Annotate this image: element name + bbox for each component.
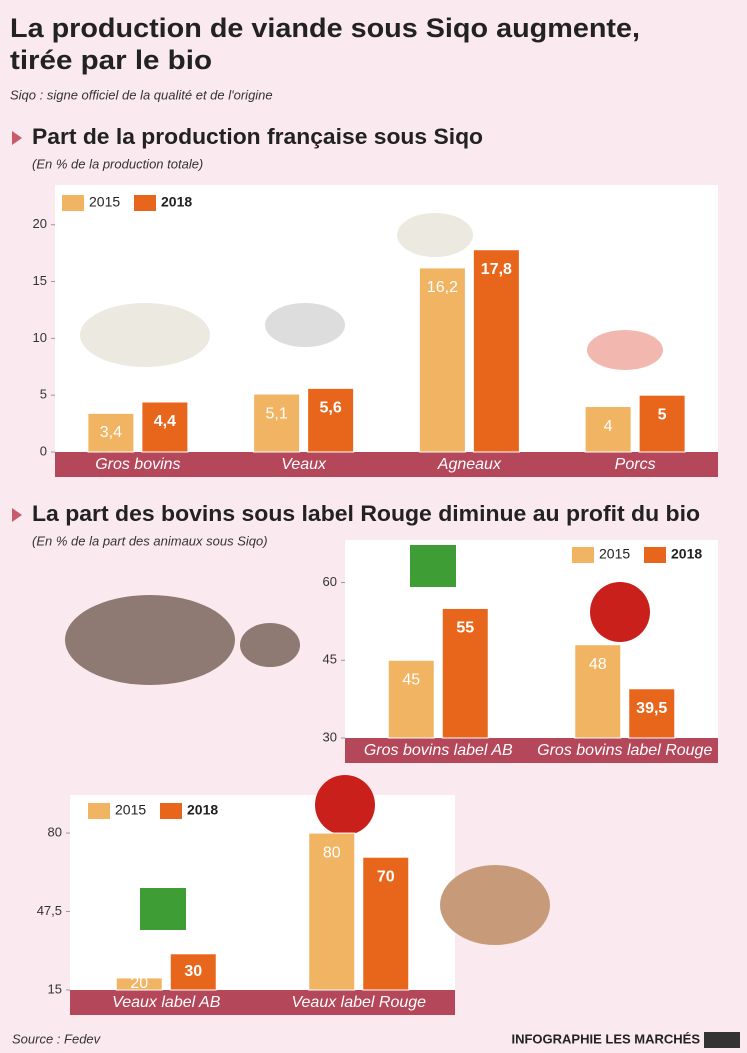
x-tick-label: Agneaux	[437, 456, 502, 473]
ab-logo	[140, 888, 186, 930]
x-tick-label: Gros bovins label Rouge	[537, 742, 712, 759]
bar	[584, 406, 632, 453]
y-tick-label: 80	[48, 825, 62, 840]
legend-swatch	[572, 547, 594, 563]
pig-illustration	[587, 330, 663, 370]
legend-label: 2018	[671, 546, 702, 562]
bar	[115, 977, 163, 991]
y-tick-label: 10	[33, 330, 47, 345]
calf-illustration	[440, 865, 550, 945]
value-label: 3,4	[100, 424, 122, 441]
y-tick-label: 30	[323, 729, 337, 744]
x-tick-label: Porcs	[615, 456, 656, 473]
y-tick-label: 20	[33, 216, 47, 231]
x-tick-label: Gros bovins label AB	[364, 742, 513, 759]
y-tick-label: 0	[40, 443, 47, 458]
legend-swatch	[62, 195, 84, 211]
category-band	[70, 990, 455, 1015]
brand-logo	[704, 1032, 740, 1048]
value-label: 16,2	[427, 279, 458, 296]
legend-swatch	[160, 803, 182, 819]
bullet	[12, 131, 22, 145]
value-label: 45	[402, 671, 420, 688]
value-label: 39,5	[636, 700, 667, 717]
y-tick-label: 45	[323, 652, 337, 667]
bar	[638, 394, 686, 453]
bar	[472, 249, 520, 453]
value-label: 4	[604, 418, 613, 435]
calf-illustration	[265, 303, 345, 347]
section-subtitle: (En % de la part des animaux sous Siqo)	[32, 533, 268, 548]
y-tick-label: 15	[33, 273, 47, 288]
legend-label: 2015	[115, 802, 146, 818]
sheep-illustration	[397, 213, 473, 257]
section-title: La part des bovins sous label Rouge dimi…	[32, 501, 700, 526]
label-rouge-logo	[590, 582, 650, 642]
value-label: 17,8	[481, 261, 512, 278]
bar	[387, 659, 435, 739]
value-label: 5	[658, 406, 667, 423]
legend-swatch	[134, 195, 156, 211]
bar	[307, 387, 355, 453]
cow-illustration	[80, 303, 210, 367]
value-label: 80	[323, 844, 341, 861]
value-label: 30	[184, 963, 202, 980]
y-tick-label: 15	[48, 981, 62, 996]
title-line: tirée par le bio	[10, 45, 212, 75]
value-label: 5,1	[266, 405, 288, 422]
legend-swatch	[644, 547, 666, 563]
bar	[441, 607, 489, 739]
ab-logo	[410, 545, 456, 587]
title-line: La production de viande sous Siqo augmen…	[10, 13, 640, 43]
value-label: 4,4	[154, 413, 176, 430]
legend-label: 2015	[89, 194, 120, 210]
label-rouge-logo	[315, 775, 375, 835]
source: Source : Fedev	[12, 1031, 102, 1046]
value-label: 55	[456, 620, 474, 637]
credit: INFOGRAPHIE LES MARCHÉS	[511, 1031, 700, 1046]
category-band	[345, 738, 718, 763]
y-tick-label: 60	[323, 574, 337, 589]
bar	[362, 856, 410, 991]
bar	[169, 953, 217, 991]
value-label: 70	[377, 868, 395, 885]
x-tick-label: Veaux label Rouge	[291, 994, 426, 1011]
legend-label: 2018	[161, 194, 192, 210]
subtitle: Siqo : signe officiel de la qualité et d…	[10, 87, 273, 102]
bar	[628, 688, 676, 739]
x-tick-label: Gros bovins	[95, 456, 180, 473]
y-tick-label: 5	[40, 387, 47, 402]
bar	[308, 832, 356, 991]
value-label: 5,6	[320, 400, 342, 417]
bar	[87, 412, 135, 453]
y-tick-label: 47,5	[37, 903, 62, 918]
x-tick-label: Veaux label AB	[112, 994, 221, 1011]
section-title: Part de la production française sous Siq…	[32, 124, 483, 149]
cow-illustration	[240, 623, 300, 667]
legend-swatch	[88, 803, 110, 819]
bar	[141, 401, 189, 453]
category-band	[55, 452, 718, 477]
section-subtitle: (En % de la production totale)	[32, 156, 203, 171]
legend-label: 2018	[187, 802, 218, 818]
x-tick-label: Veaux	[281, 456, 327, 473]
value-label: 20	[130, 975, 148, 992]
cow-illustration	[65, 595, 235, 685]
legend-label: 2015	[599, 546, 630, 562]
bar	[418, 267, 466, 453]
bullet	[12, 508, 22, 522]
bar	[574, 644, 622, 739]
bar	[253, 393, 301, 453]
value-label: 48	[589, 656, 607, 673]
